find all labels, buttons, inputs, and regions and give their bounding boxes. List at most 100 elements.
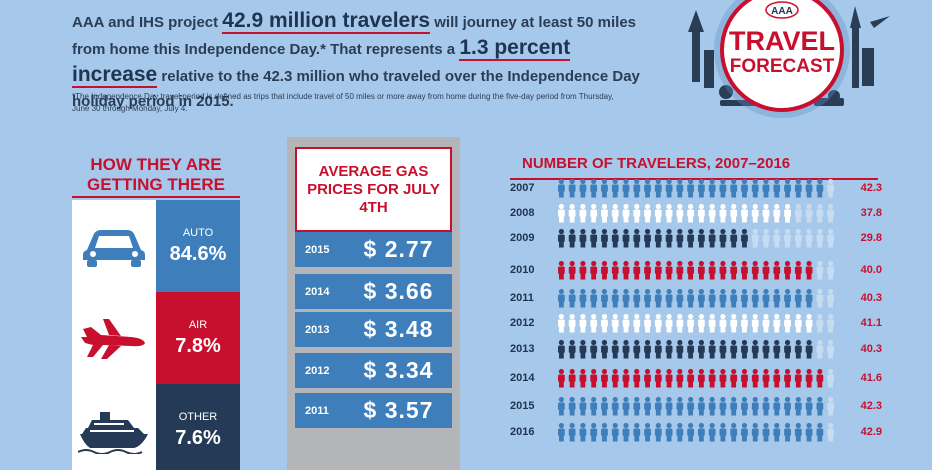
person-icon <box>697 203 705 223</box>
traveler-value-label: 41.1 <box>860 317 882 329</box>
chart-title: NUMBER OF TRAVELERS, 2007–2016 <box>522 155 791 172</box>
person-icon <box>654 368 662 388</box>
person-icon <box>601 313 608 333</box>
person-icon <box>568 288 576 308</box>
person-icon <box>784 228 791 248</box>
person-icon <box>644 288 651 308</box>
person-icon <box>773 313 781 333</box>
person-icon <box>665 313 673 333</box>
airplane-icon <box>81 319 145 359</box>
traveler-year-label: 2013 <box>510 343 535 355</box>
person-icon <box>816 313 824 333</box>
traveler-bar <box>557 422 835 442</box>
person-icon <box>805 396 813 416</box>
traveler-row: 2007 42.3 <box>510 178 882 198</box>
person-icon <box>741 228 748 248</box>
person-icon <box>601 203 608 223</box>
person-icon <box>751 313 759 333</box>
person-icon <box>579 313 587 333</box>
gas-price-sign: AVERAGE GAS PRICES FOR JULY 4TH 2015 $ 2… <box>287 137 460 470</box>
person-icon <box>687 422 695 442</box>
person-icon <box>827 288 835 308</box>
person-icon <box>751 178 759 198</box>
person-icon <box>762 228 770 248</box>
person-icon <box>601 422 608 442</box>
mode-card-air: AIR 7.8% <box>72 292 240 384</box>
badge-logo-text: AAA <box>771 6 793 17</box>
person-icon <box>654 339 662 359</box>
mode-label-auto: AUTO <box>182 226 214 239</box>
person-icon <box>697 313 705 333</box>
traveler-bar <box>557 288 835 308</box>
badge-circle <box>720 0 844 112</box>
person-icon <box>568 313 576 333</box>
traveler-bar <box>557 260 835 280</box>
person-icon <box>633 422 641 442</box>
traveler-year-label: 2009 <box>510 232 535 244</box>
person-icon <box>557 178 565 198</box>
person-icon <box>784 203 791 223</box>
person-icon <box>665 368 673 388</box>
person-icon <box>708 313 716 333</box>
traveler-value-label: 41.6 <box>860 372 882 384</box>
person-icon <box>741 203 748 223</box>
person-icon <box>579 288 587 308</box>
person-icon <box>805 368 813 388</box>
person-icon <box>579 203 587 223</box>
person-icon <box>708 178 716 198</box>
person-icon <box>827 313 835 333</box>
intro-text-3: relative to the 42.3 million who travele… <box>72 68 640 110</box>
person-icon <box>708 260 716 280</box>
person-icon <box>611 313 619 333</box>
person-icon <box>784 178 791 198</box>
person-icon <box>784 368 791 388</box>
person-icon <box>644 178 651 198</box>
person-icon <box>633 288 641 308</box>
gas-year: 2011 <box>305 404 329 417</box>
person-icon <box>622 228 630 248</box>
person-icon <box>741 368 748 388</box>
person-icon <box>601 368 608 388</box>
person-icon <box>773 260 781 280</box>
person-icon <box>794 313 802 333</box>
person-icon <box>622 203 630 223</box>
person-icon <box>568 178 576 198</box>
person-icon <box>611 339 619 359</box>
traveler-bar <box>557 228 835 248</box>
intro-highlight-increase: 1.3 percent increase <box>72 36 571 88</box>
person-icon <box>805 260 813 280</box>
person-icon <box>751 260 759 280</box>
person-icon <box>730 396 738 416</box>
person-icon <box>654 313 662 333</box>
person-icon <box>805 288 813 308</box>
person-icon <box>568 422 576 442</box>
person-icon <box>708 368 716 388</box>
person-icon <box>601 339 608 359</box>
person-icon <box>654 260 662 280</box>
chart-title-rule <box>510 178 878 180</box>
person-icon <box>773 178 781 198</box>
person-icon <box>665 422 673 442</box>
person-icon <box>676 288 684 308</box>
person-icon <box>751 339 759 359</box>
person-icon <box>762 368 770 388</box>
person-icon <box>601 178 608 198</box>
person-icon <box>568 339 576 359</box>
person-icon <box>579 422 587 442</box>
person-icon <box>794 203 802 223</box>
person-icon <box>654 288 662 308</box>
person-icon <box>622 339 630 359</box>
person-icon <box>590 178 598 198</box>
person-icon <box>665 288 673 308</box>
person-icon <box>590 396 598 416</box>
person-icon <box>827 422 835 442</box>
person-icon <box>719 368 727 388</box>
person-icon <box>568 260 576 280</box>
person-icon <box>773 422 781 442</box>
person-icon <box>805 422 813 442</box>
traveler-row: 2013 40.3 <box>510 339 882 359</box>
person-icon <box>741 288 748 308</box>
gas-row: 2014 $ 3.66 <box>295 274 452 309</box>
person-icon <box>827 396 835 416</box>
person-icon <box>676 203 684 223</box>
